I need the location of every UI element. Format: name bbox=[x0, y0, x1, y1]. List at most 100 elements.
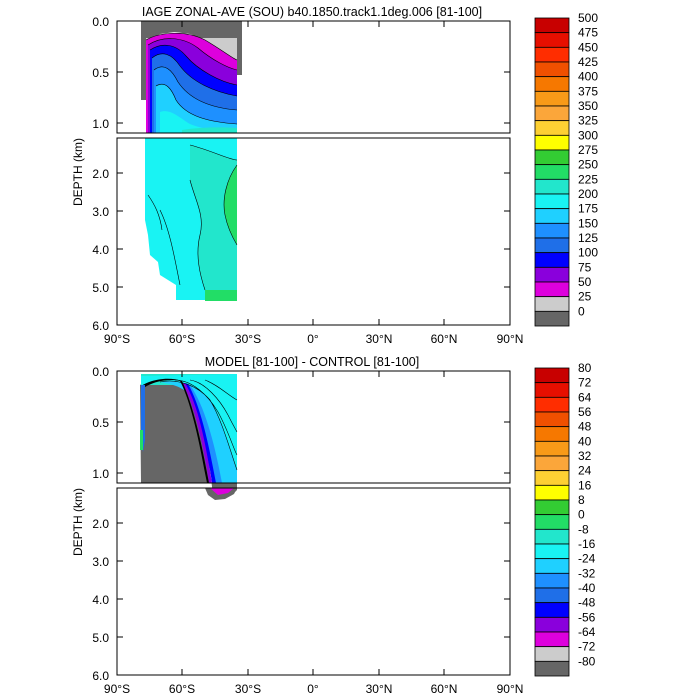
anomaly-fill-deep-inner bbox=[210, 488, 234, 495]
y-tick-label: 5.0 bbox=[92, 631, 109, 645]
colorbar-label: -24 bbox=[578, 552, 596, 566]
panel-2-lower-frame bbox=[116, 487, 511, 676]
colorbar-swatch bbox=[534, 514, 570, 530]
colorbar-label: 40 bbox=[578, 434, 592, 448]
y-tick-label: 1.0 bbox=[92, 117, 109, 131]
panel-1-lower-data bbox=[145, 138, 238, 301]
colorbar-label: 425 bbox=[578, 55, 598, 69]
panel-2-lower-data bbox=[205, 488, 237, 500]
colorbar-swatch bbox=[534, 367, 570, 384]
colorbar-swatch bbox=[534, 602, 570, 618]
panel-1: IAGE ZONAL-AVE (SOU) b40.1850.track1.1de… bbox=[71, 5, 598, 346]
colorbar-swatch bbox=[534, 61, 570, 78]
colorbar-label: 75 bbox=[578, 260, 592, 274]
panel-2-y-ticks bbox=[117, 370, 510, 638]
colorbar-swatch bbox=[534, 222, 570, 239]
x-tick-label: 0° bbox=[307, 332, 319, 346]
deep-fill-225 bbox=[190, 145, 237, 301]
y-tick-label: 1.0 bbox=[92, 467, 109, 481]
x-tick-label: 60°S bbox=[169, 682, 195, 696]
y-tick-label: 0.0 bbox=[92, 15, 109, 29]
y-axis-label: DEPTH (km) bbox=[71, 138, 85, 206]
y-tick-label: 6.0 bbox=[92, 669, 109, 683]
colorbar-swatch bbox=[534, 396, 570, 413]
colorbar-label: 400 bbox=[578, 70, 598, 84]
anomaly-fill-minus40 bbox=[186, 383, 222, 483]
x-tick-label: 90°S bbox=[104, 682, 130, 696]
colorbar-2: 80726456484032241680-8-16-24-32-40-48-56… bbox=[534, 361, 596, 677]
y-tick-label: 4.0 bbox=[92, 243, 109, 257]
panel-2-upper-data bbox=[140, 374, 238, 498]
y-tick-label: 2.0 bbox=[92, 517, 109, 531]
colorbar-swatch bbox=[534, 252, 570, 268]
anomaly-fill-minus24 bbox=[160, 380, 237, 483]
colorbar-label: 80 bbox=[578, 361, 592, 375]
panel-1-upper-y-ticks bbox=[117, 20, 510, 124]
colorbar-swatch bbox=[534, 631, 570, 648]
colorbar-swatch bbox=[534, 646, 570, 662]
contour-fill-25 bbox=[141, 21, 146, 100]
colorbar-label: 125 bbox=[578, 231, 598, 245]
colorbar-label: 475 bbox=[578, 26, 598, 40]
colorbar-label: 8 bbox=[578, 493, 585, 507]
panel-1-upper-data bbox=[141, 21, 242, 134]
colorbar-label: 0 bbox=[578, 304, 585, 318]
y-tick-label: 4.0 bbox=[92, 593, 109, 607]
colorbar-swatch bbox=[534, 149, 570, 166]
colorbar-swatch bbox=[534, 17, 570, 34]
colorbar-swatch bbox=[534, 120, 570, 136]
colorbar-swatch bbox=[534, 616, 570, 633]
colorbar-swatch bbox=[534, 310, 570, 327]
colorbar-label: 375 bbox=[578, 84, 598, 98]
colorbar-label: -8 bbox=[578, 522, 589, 536]
x-tick-label: 90°N bbox=[497, 332, 524, 346]
colorbar-swatch bbox=[534, 105, 570, 122]
colorbar-swatch bbox=[534, 660, 570, 677]
colorbar-label: 50 bbox=[578, 275, 592, 289]
x-tick-label: 90°N bbox=[497, 682, 524, 696]
contour-fill-225 bbox=[160, 111, 237, 133]
colorbar-label: 175 bbox=[578, 202, 598, 216]
colorbar-label: -56 bbox=[578, 610, 596, 624]
x-tick-label: 30°S bbox=[235, 332, 261, 346]
colorbar-swatch bbox=[534, 46, 570, 63]
colorbar-label: -72 bbox=[578, 640, 596, 654]
colorbar-label: 0 bbox=[578, 508, 585, 522]
colorbar-label: 16 bbox=[578, 478, 592, 492]
deep-fill-bottom bbox=[205, 290, 237, 301]
colorbar-label: 48 bbox=[578, 420, 592, 434]
colorbar-swatch bbox=[534, 543, 570, 560]
colorbar-swatch bbox=[534, 90, 570, 107]
colorbar-swatch bbox=[534, 237, 570, 254]
colorbar-label: 275 bbox=[578, 143, 598, 157]
y-tick-label: 6.0 bbox=[92, 319, 109, 333]
deep-contour-lines bbox=[147, 144, 238, 291]
colorbar-swatch bbox=[534, 281, 570, 298]
colorbar-swatch bbox=[534, 587, 570, 604]
x-tick-label: 90°S bbox=[104, 332, 130, 346]
x-tick-label: 60°N bbox=[431, 332, 458, 346]
x-tick-label: 30°S bbox=[235, 682, 261, 696]
colorbar-label: 72 bbox=[578, 376, 592, 390]
colorbar-label: -64 bbox=[578, 625, 596, 639]
colorbar-swatch bbox=[534, 528, 570, 545]
colorbar-swatch bbox=[534, 440, 570, 457]
colorbar-label: 200 bbox=[578, 187, 598, 201]
colorbar-label: 325 bbox=[578, 114, 598, 128]
colorbar-1: 5004754504254003753503253002752502252001… bbox=[534, 11, 598, 327]
panel-2-title: MODEL [81-100] - CONTROL [81-100] bbox=[205, 355, 419, 369]
contour-lines bbox=[145, 32, 238, 125]
panel-1-lower-y-ticks bbox=[117, 172, 510, 288]
colorbar-label: -16 bbox=[578, 537, 596, 551]
y-tick-label: 0.5 bbox=[92, 66, 109, 80]
colorbar-label: 225 bbox=[578, 172, 598, 186]
y-tick-label: 3.0 bbox=[92, 555, 109, 569]
y-tick-label: 2.0 bbox=[92, 167, 109, 181]
y-tick-label: 5.0 bbox=[92, 281, 109, 295]
colorbar-swatch bbox=[534, 484, 570, 501]
colorbar-label: -80 bbox=[578, 654, 596, 668]
anomaly-fill-minus48 bbox=[184, 383, 216, 483]
colorbar-label: 150 bbox=[578, 216, 598, 230]
colorbar-label: 300 bbox=[578, 128, 598, 142]
